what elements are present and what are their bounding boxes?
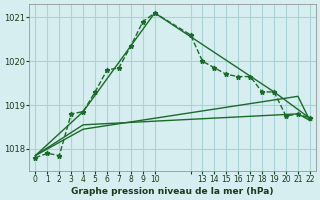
- X-axis label: Graphe pression niveau de la mer (hPa): Graphe pression niveau de la mer (hPa): [71, 187, 274, 196]
